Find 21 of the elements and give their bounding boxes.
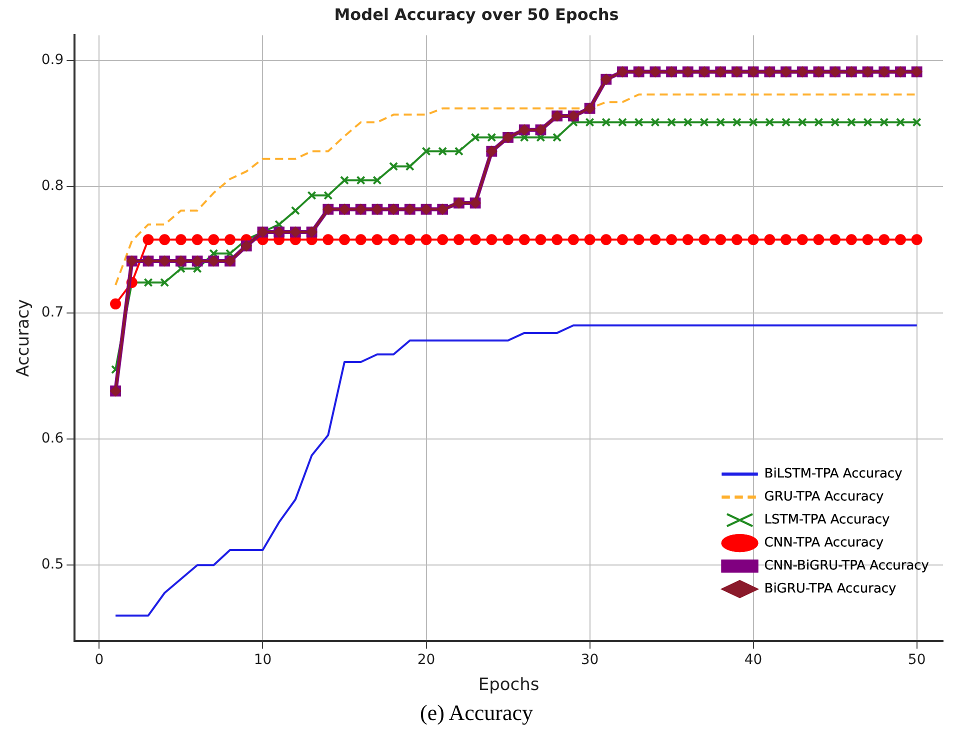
y-tick-label: 0.8 <box>41 178 64 194</box>
legend-label: GRU-TPA Accuracy <box>764 489 884 504</box>
y-tick-label: 0.7 <box>41 304 64 320</box>
x-tick-label: 0 <box>94 652 104 668</box>
legend-label: BiLSTM-TPA Accuracy <box>764 466 903 482</box>
chart-title: Model Accuracy over 50 Epochs <box>334 4 619 24</box>
x-tick-label: 20 <box>417 652 436 668</box>
y-tick-label: 0.9 <box>41 52 64 68</box>
x-tick-label: 30 <box>580 652 599 668</box>
x-tick-label: 40 <box>744 652 762 668</box>
y-axis-title: Accuracy <box>14 299 34 377</box>
y-tick-label: 0.6 <box>41 430 64 447</box>
x-tick-label: 10 <box>254 652 272 668</box>
legend-label: CNN-TPA Accuracy <box>764 535 884 550</box>
text: (e) Accuracy <box>419 700 534 726</box>
legend-label: BiGRU-TPA Accuracy <box>764 581 897 596</box>
x-tick-label: 50 <box>908 652 926 668</box>
legend-label: CNN-BiGRU-TPA Accuracy <box>764 558 930 574</box>
x-axis-title: Epochs <box>478 675 540 696</box>
y-tick-label: 0.5 <box>41 556 64 573</box>
legend-label: LSTM-TPA Accuracy <box>764 512 890 528</box>
